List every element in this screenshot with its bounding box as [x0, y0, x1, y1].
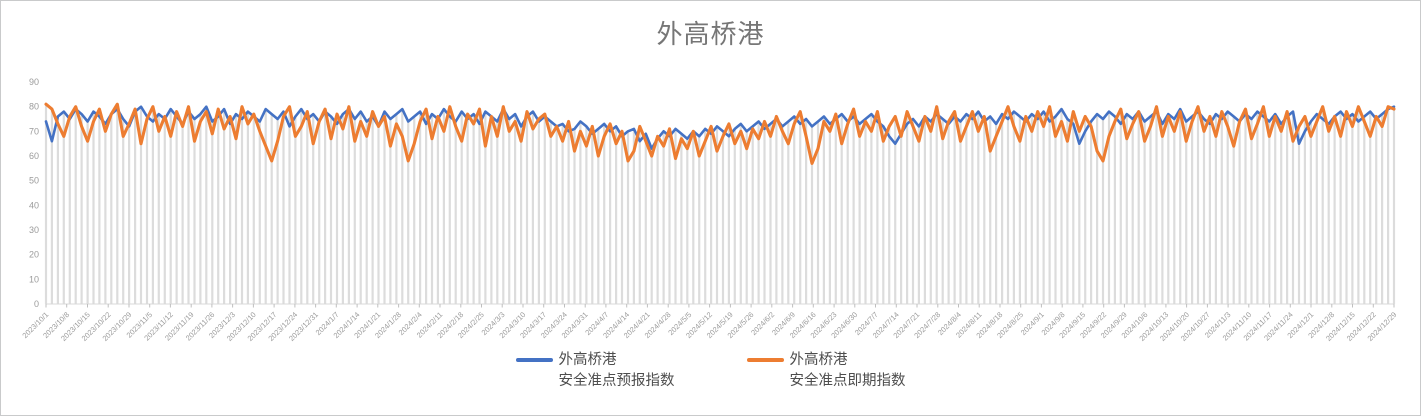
y-axis-label: 80: [29, 102, 39, 112]
y-axis-label: 30: [29, 225, 39, 235]
y-axis-label: 90: [29, 77, 39, 87]
legend-swatch-spot-line: [746, 358, 784, 362]
y-axis-label: 70: [29, 126, 39, 136]
y-axis-label: 0: [34, 299, 39, 309]
legend-label-forecast: 外高桥港 安全准点预报指数: [559, 350, 675, 392]
chart-title: 外高桥港: [656, 19, 765, 49]
y-axis-label: 20: [29, 250, 39, 260]
legend-label-spot-line1: 外高桥港: [789, 352, 848, 368]
y-axis-label: 40: [29, 200, 39, 210]
series-line-spot: [44, 102, 1396, 165]
legend-label-spot: 外高桥港 安全准点即期指数: [790, 350, 906, 392]
y-axis-labels: 0 10 20 30 40 50 60 70 80 90: [29, 77, 39, 309]
legend-label-forecast-line1: 外高桥港: [558, 352, 617, 368]
series-line-forecast: [44, 105, 1396, 150]
y-axis-label: 10: [29, 274, 39, 284]
legend-label-forecast-line2: 安全准点预报指数: [558, 373, 675, 389]
legend-swatch-forecast-line: [515, 358, 553, 362]
legend-item-spot: 外高桥港 安全准点即期指数: [746, 350, 906, 392]
chart-legend: 外高桥港 安全准点预报指数 外高桥港 安全准点即期指数: [1, 350, 1420, 392]
y-axis-label: 60: [29, 151, 39, 161]
x-axis-labels: 2023/10/12023/10/82023/10/152023/10/2220…: [20, 304, 1398, 343]
drop-lines: [44, 104, 1396, 304]
legend-label-spot-line2: 安全准点即期指数: [789, 373, 906, 389]
legend-item-forecast: 外高桥港 安全准点预报指数: [515, 350, 675, 392]
y-axis-label: 50: [29, 176, 39, 186]
